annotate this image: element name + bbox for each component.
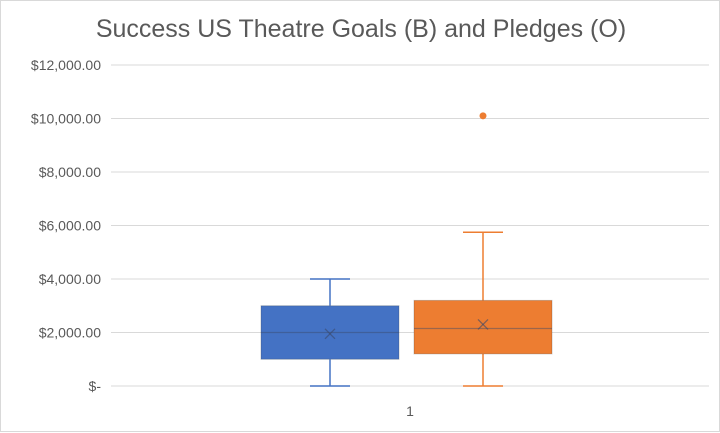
box: [260, 305, 400, 360]
y-tick-label: $6,000.00: [39, 218, 101, 234]
mean-marker: [477, 319, 489, 330]
y-tick-label: $12,000.00: [31, 57, 101, 73]
y-tick-label: $10,000.00: [31, 111, 101, 127]
y-tick-label: $4,000.00: [39, 271, 101, 287]
y-tick-label: $2,000.00: [39, 325, 101, 341]
box: [413, 299, 553, 355]
chart-title: Success US Theatre Goals (B) and Pledges…: [95, 15, 627, 43]
y-tick-label: $8,000.00: [39, 164, 101, 180]
mean-marker: [324, 328, 336, 340]
x-tick-label: 1: [406, 403, 414, 419]
y-tick-label: $-: [89, 378, 102, 394]
outlier-point: [479, 112, 487, 120]
